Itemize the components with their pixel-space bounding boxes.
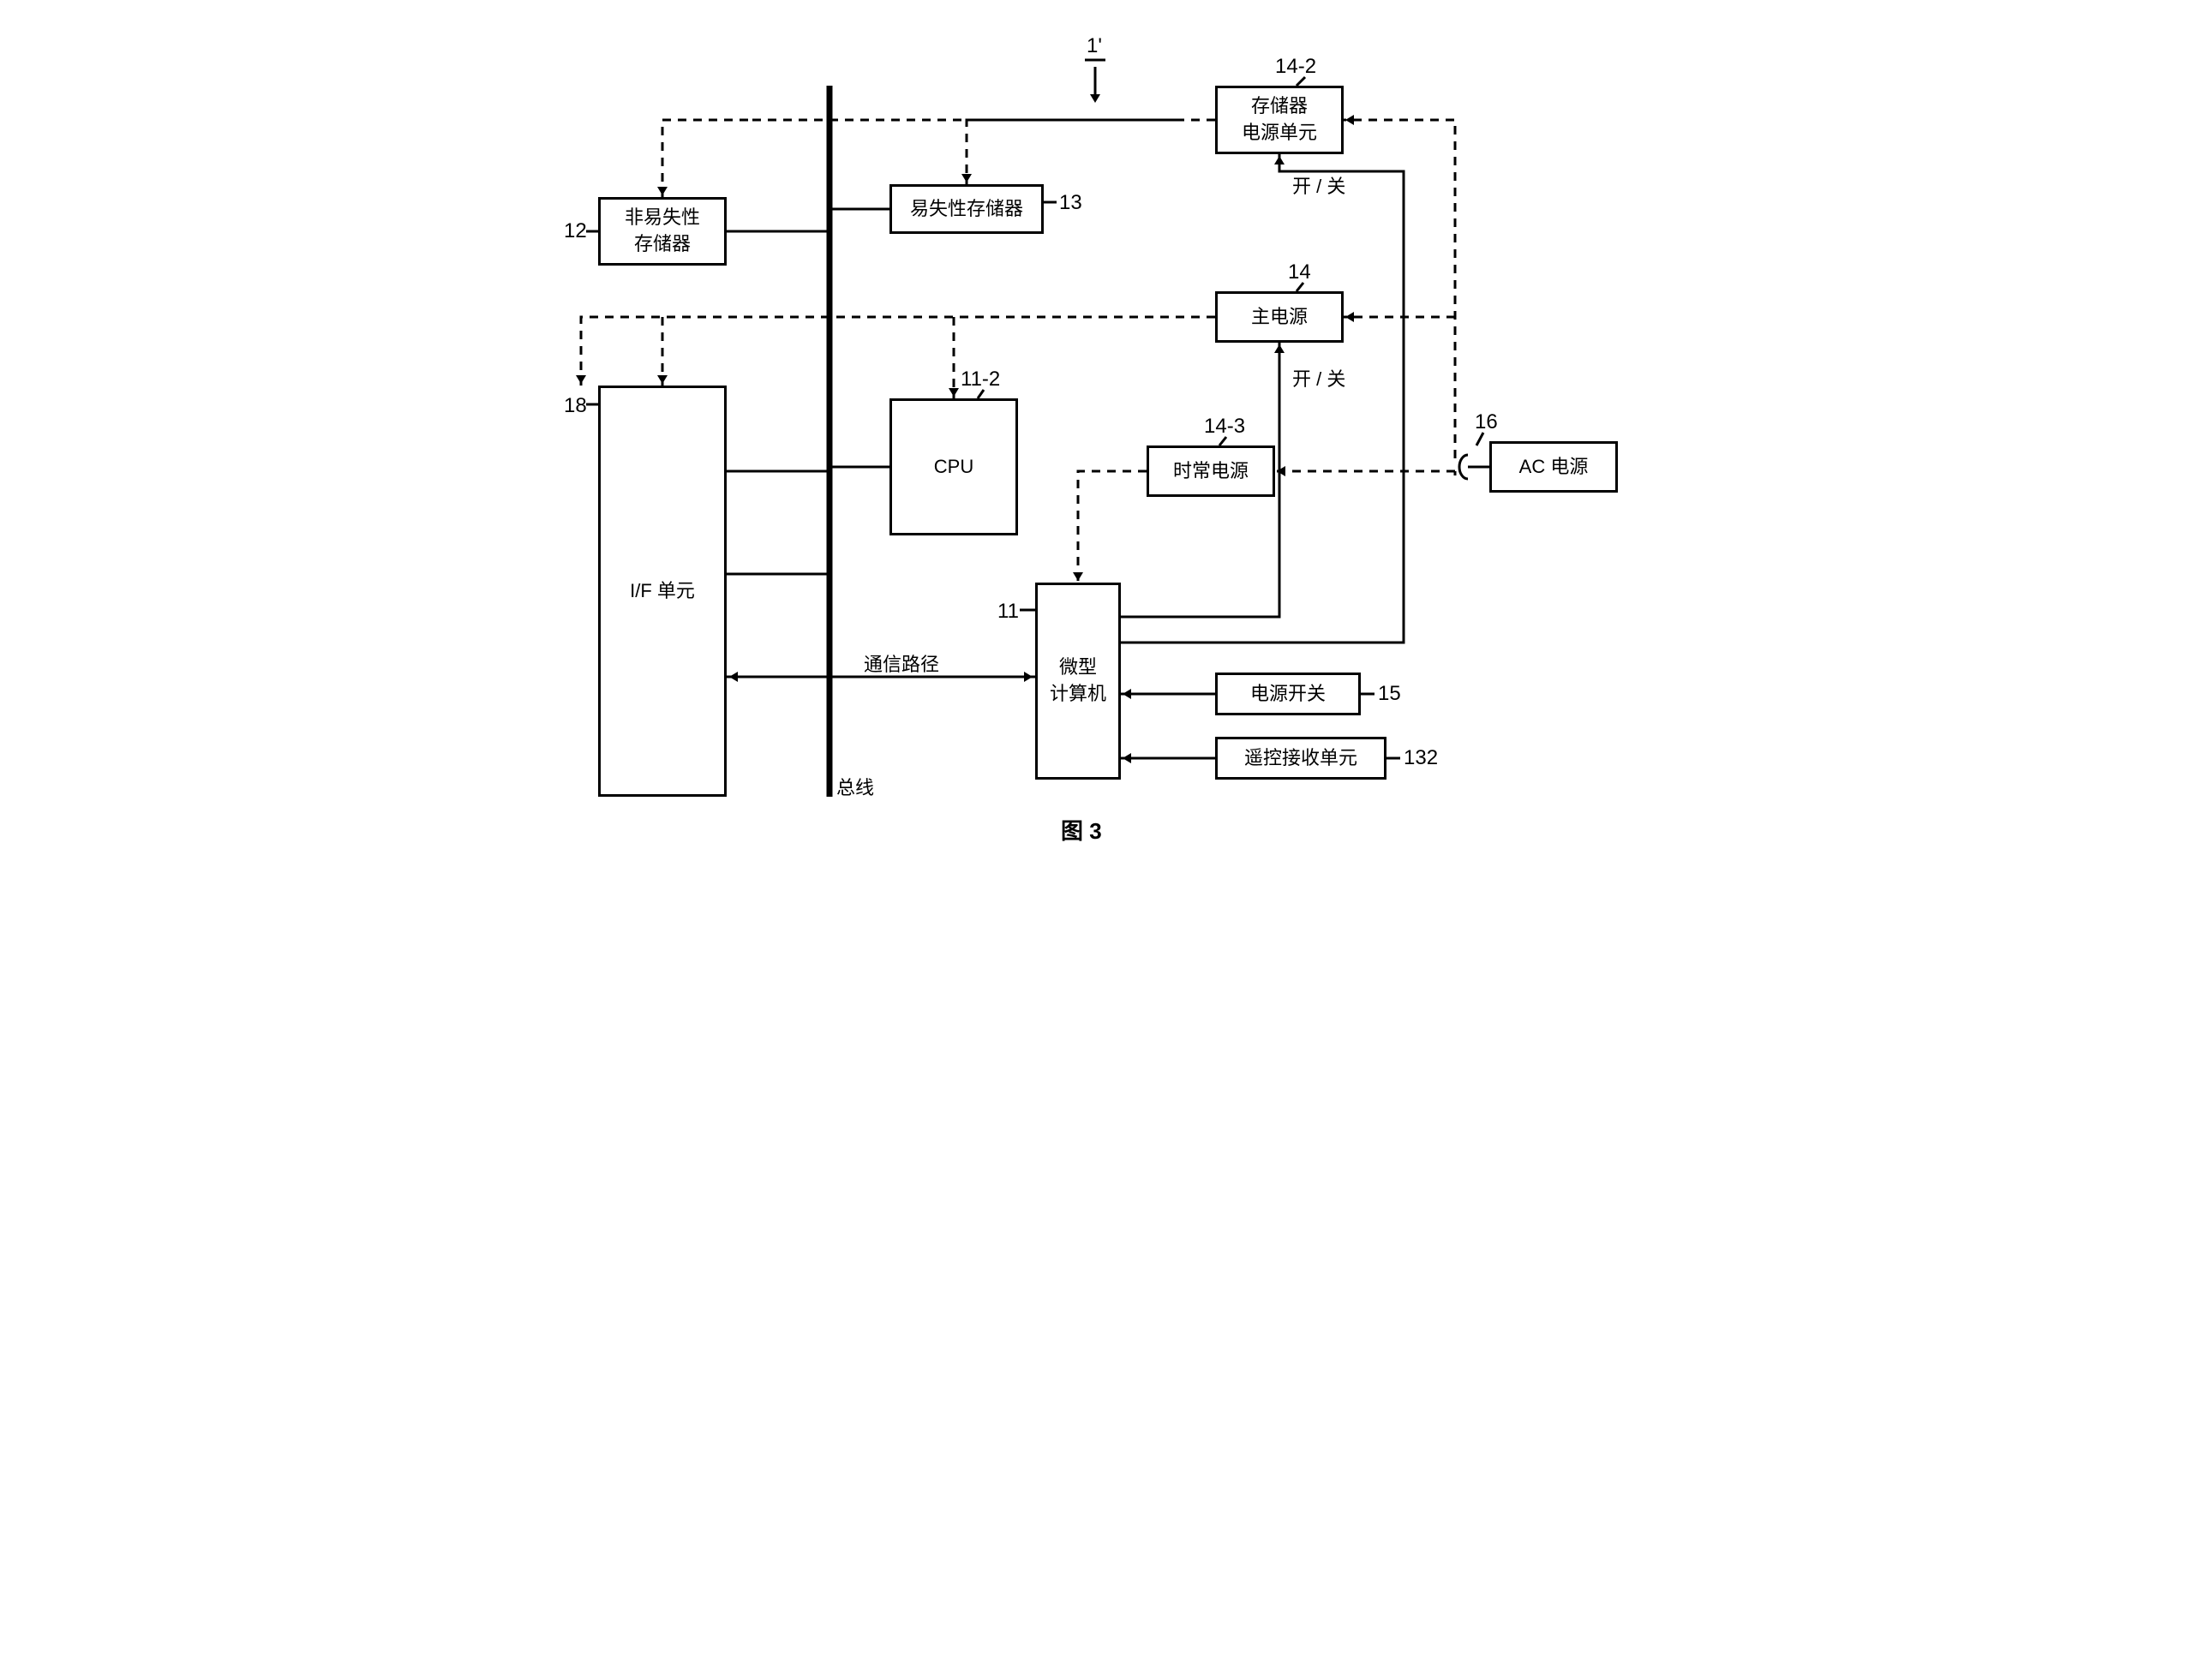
- figure-caption: 图 3: [1061, 814, 1102, 846]
- figure-ref-label: 1': [1087, 34, 1102, 58]
- block-label: 微型 计算机: [1050, 655, 1106, 708]
- ref-11: 11: [997, 600, 1019, 624]
- block-label: AC 电源: [1519, 454, 1589, 481]
- block-mempsu: 存储器 电源单元: [1215, 86, 1344, 154]
- block-pswitch: 电源开关: [1215, 673, 1361, 715]
- ref-15: 15: [1378, 682, 1401, 706]
- block-label: 时常电源: [1173, 458, 1249, 485]
- block-label: 电源开关: [1250, 681, 1326, 708]
- block-vmem: 易失性存储器: [889, 184, 1044, 234]
- block-remote: 遥控接收单元: [1215, 737, 1386, 780]
- block-label: 遥控接收单元: [1244, 745, 1357, 772]
- block-label: 主电源: [1251, 304, 1308, 331]
- comm-path-label: 通信路径: [864, 649, 939, 677]
- block-label: 非易失性 存储器: [625, 205, 700, 258]
- block-nvmem: 非易失性 存储器: [598, 197, 727, 266]
- block-label: CPU: [934, 454, 973, 481]
- ref-13: 13: [1059, 191, 1082, 215]
- block-label: I/F 单元: [630, 578, 695, 605]
- block-diagram: 非易失性 存储器 易失性存储器 存储器 电源单元主电源 CPU 时常电源 AC 电源 I/F…: [547, 17, 1639, 857]
- ref-16: 16: [1475, 410, 1498, 434]
- block-mainpsu: 主电源: [1215, 291, 1344, 343]
- ref-12: 12: [564, 219, 587, 243]
- block-label: 存储器 电源单元: [1242, 93, 1317, 146]
- onoff-main-label: 开 / 关: [1292, 364, 1345, 392]
- ref-132: 132: [1404, 746, 1438, 770]
- block-label: 易失性存储器: [910, 196, 1023, 223]
- ref-11-2: 11-2: [961, 368, 1000, 392]
- block-ifunit: I/F 单元: [598, 386, 727, 797]
- block-cpu: CPU: [889, 398, 1018, 535]
- block-acpsu: AC 电源: [1489, 441, 1618, 493]
- ref-14-3: 14-3: [1204, 415, 1245, 439]
- onoff-mem-label: 开 / 关: [1292, 171, 1345, 199]
- ref-14-2: 14-2: [1275, 55, 1316, 79]
- block-micro: 微型 计算机: [1035, 583, 1121, 780]
- bus-label: 总线: [836, 773, 874, 800]
- ref-18: 18: [564, 394, 587, 418]
- block-standby: 时常电源: [1147, 445, 1275, 497]
- ref-14: 14: [1288, 260, 1311, 284]
